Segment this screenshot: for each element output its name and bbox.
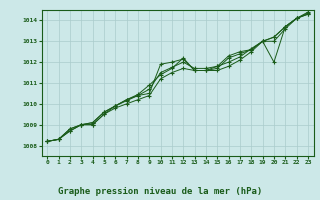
Text: Graphe pression niveau de la mer (hPa): Graphe pression niveau de la mer (hPa) xyxy=(58,187,262,196)
